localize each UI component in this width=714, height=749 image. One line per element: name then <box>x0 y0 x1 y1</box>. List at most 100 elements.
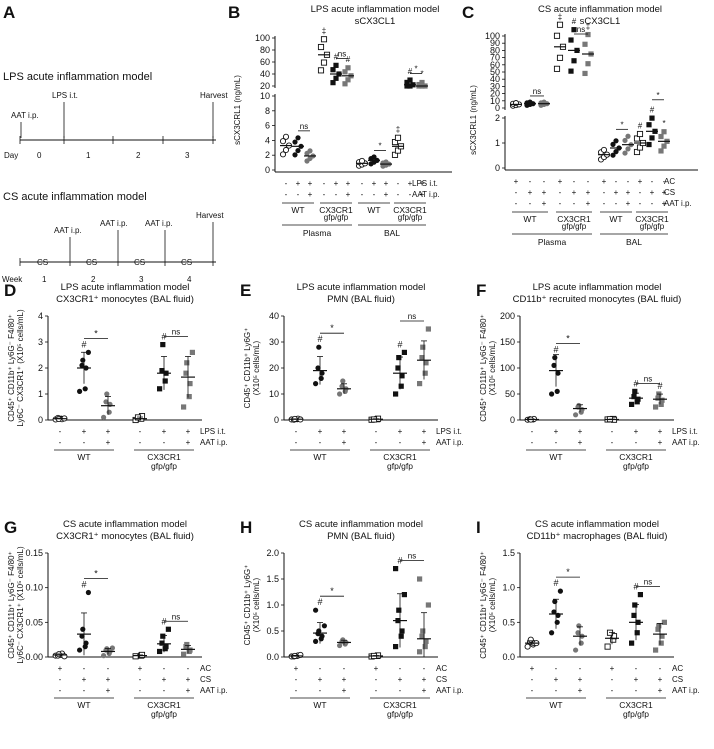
y-tick-label: 2 <box>495 113 500 123</box>
data-point <box>604 643 611 650</box>
condition-cell: + <box>106 686 111 695</box>
condition-row-label: LPS i.t. <box>412 179 438 188</box>
cs-tick: 3 <box>139 275 144 284</box>
condition-row-label: CS <box>436 675 447 684</box>
data-point <box>422 370 428 376</box>
data-point <box>394 134 402 141</box>
condition-row-label: LPS i.t. <box>672 427 698 436</box>
data-point <box>658 640 664 646</box>
y-tick-label: 20 <box>269 363 279 373</box>
data-point <box>576 623 582 629</box>
condition-cell: - <box>573 177 576 186</box>
condition-cell: - <box>139 438 142 447</box>
y-axis-label: Ly6C⁻ CX3CR1⁺ (X10⁵ cells/mL) <box>16 546 25 664</box>
data-point <box>295 135 301 141</box>
data-point <box>103 399 109 405</box>
condition-cell: - <box>361 190 364 199</box>
data-point <box>279 151 287 158</box>
data-point <box>610 141 616 147</box>
data-point <box>157 648 163 655</box>
panel-label: F <box>476 281 486 300</box>
cs-segment: CS <box>37 258 48 267</box>
significance-label: ns <box>533 87 541 96</box>
condition-cell: - <box>375 675 378 684</box>
data-point <box>320 36 328 43</box>
y-tick-label: 60 <box>260 57 270 67</box>
condition-cell: - <box>529 177 532 186</box>
significance-label: ns <box>172 328 180 337</box>
data-point <box>629 401 635 407</box>
genotype-label: gfp/gfp <box>398 213 423 222</box>
condition-cell: + <box>558 177 563 186</box>
condition-cell: - <box>163 664 166 673</box>
data-point <box>419 355 425 361</box>
data-point <box>85 349 91 355</box>
data-point <box>339 383 345 389</box>
significance-marker: # <box>317 334 322 344</box>
y-tick-label: 8 <box>265 106 270 116</box>
condition-cell: + <box>578 438 583 447</box>
condition-row-label: AAT i.p. <box>412 190 440 199</box>
data-point <box>80 357 86 363</box>
data-point <box>371 154 377 160</box>
data-point <box>649 115 655 121</box>
lps-tick: 1 <box>86 151 91 160</box>
condition-cell: + <box>658 686 663 695</box>
y-tick-label: 30 <box>269 337 279 347</box>
data-point <box>417 576 423 582</box>
condition-cell: + <box>658 427 663 436</box>
lps-tick: 0 <box>37 151 42 160</box>
data-point <box>333 62 339 68</box>
data-point <box>420 628 426 634</box>
data-point <box>613 149 619 155</box>
condition-cell: + <box>638 177 643 186</box>
condition-cell: - <box>83 664 86 673</box>
data-point <box>313 607 319 613</box>
data-point <box>184 360 190 366</box>
y-tick-label: 10 <box>269 389 279 399</box>
data-point <box>425 602 431 608</box>
significance-label: * <box>330 586 334 596</box>
data-point <box>568 68 574 74</box>
data-point <box>399 628 405 634</box>
data-point <box>132 653 139 660</box>
data-point <box>315 365 321 371</box>
condition-row-label: CS <box>664 188 675 197</box>
condition-cell: - <box>639 199 642 208</box>
data-point <box>77 388 83 394</box>
data-point <box>282 133 290 140</box>
data-point <box>320 59 328 66</box>
condition-cell: + <box>578 675 583 684</box>
chart-subtitle: CD11b⁺ recruited monocytes (BAL fluid) <box>513 294 682 305</box>
y-tick-label: 0.5 <box>502 617 515 627</box>
condition-cell: + <box>342 686 347 695</box>
significance-label: * <box>378 142 381 151</box>
cs-timeline-title: CS acute inflammation model <box>3 191 147 203</box>
condition-cell: - <box>375 427 378 436</box>
y-tick-label: 4 <box>38 311 43 321</box>
genotype-label: WT <box>77 700 90 710</box>
condition-cell: - <box>555 686 558 695</box>
data-point <box>318 375 324 381</box>
lps-timeline-title: LPS acute inflammation model <box>3 71 152 83</box>
data-point <box>160 633 166 639</box>
y-tick-label: 150 <box>500 337 515 347</box>
condition-row-label: AAT i.p. <box>436 438 464 447</box>
y-tick-label: 1.5 <box>502 548 515 558</box>
data-point <box>585 61 591 67</box>
y-tick-label: 40 <box>269 311 279 321</box>
y-tick-label: 2 <box>265 150 270 160</box>
condition-cell: - <box>295 675 298 684</box>
condition-cell: + <box>186 427 191 436</box>
y-tick-label: 0 <box>495 103 500 113</box>
condition-cell: - <box>399 686 402 695</box>
condition-cell: - <box>59 686 62 695</box>
data-point <box>655 626 661 632</box>
condition-cell: + <box>372 179 377 188</box>
condition-cell: - <box>375 686 378 695</box>
condition-cell: - <box>295 686 298 695</box>
condition-row-label: AAT i.p. <box>436 686 464 695</box>
chart-subtitle: CX3CR1⁺ monocytes (BAL fluid) <box>56 531 194 542</box>
genotype-label: WT <box>313 700 326 710</box>
